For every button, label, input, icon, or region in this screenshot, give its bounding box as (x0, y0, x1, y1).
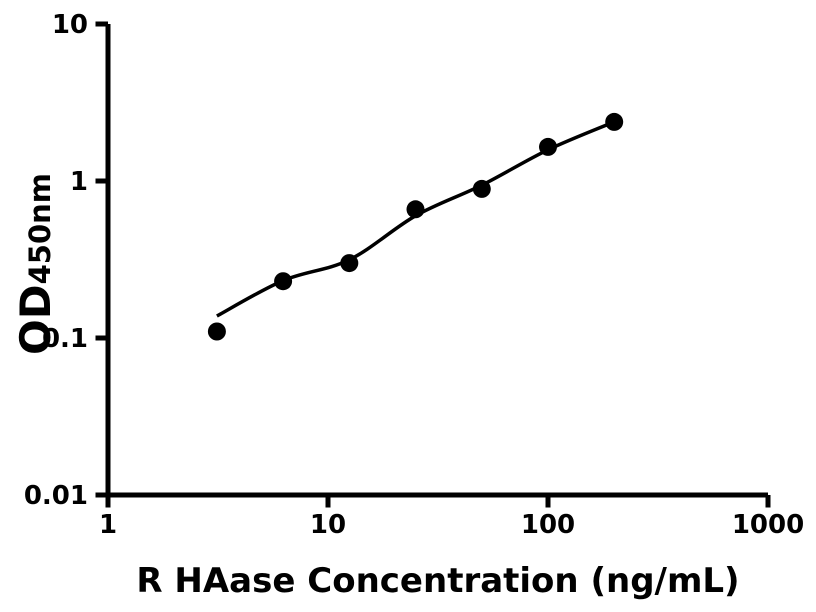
data-point (207, 322, 226, 341)
y-axis-title: OD450nm (11, 173, 60, 355)
x-tick-label: 100 (521, 510, 575, 540)
y-tick-label: 0.1 (42, 324, 88, 354)
y-axis-title-subscript: 450nm (23, 173, 57, 284)
y-tick-label: 0.01 (24, 481, 88, 511)
data-point (274, 272, 293, 291)
data-point (472, 179, 491, 198)
data-point (605, 112, 624, 131)
y-axis-title-main: OD (11, 284, 60, 355)
data-points (207, 112, 624, 341)
data-point (539, 137, 557, 156)
x-axis-title: R HAase Concentration (ng/mL) (136, 561, 739, 601)
x-tick-label: 1000 (732, 510, 804, 540)
y-tick-label: 10 (52, 10, 88, 40)
x-tick-label: 10 (310, 510, 346, 540)
data-point (340, 254, 359, 273)
x-tick-label: 1 (99, 510, 117, 540)
axes: 0.01 0.1 1 10 1 10 100 1000 (24, 10, 804, 540)
y-tick-label: 1 (70, 167, 88, 197)
data-point (406, 200, 425, 219)
